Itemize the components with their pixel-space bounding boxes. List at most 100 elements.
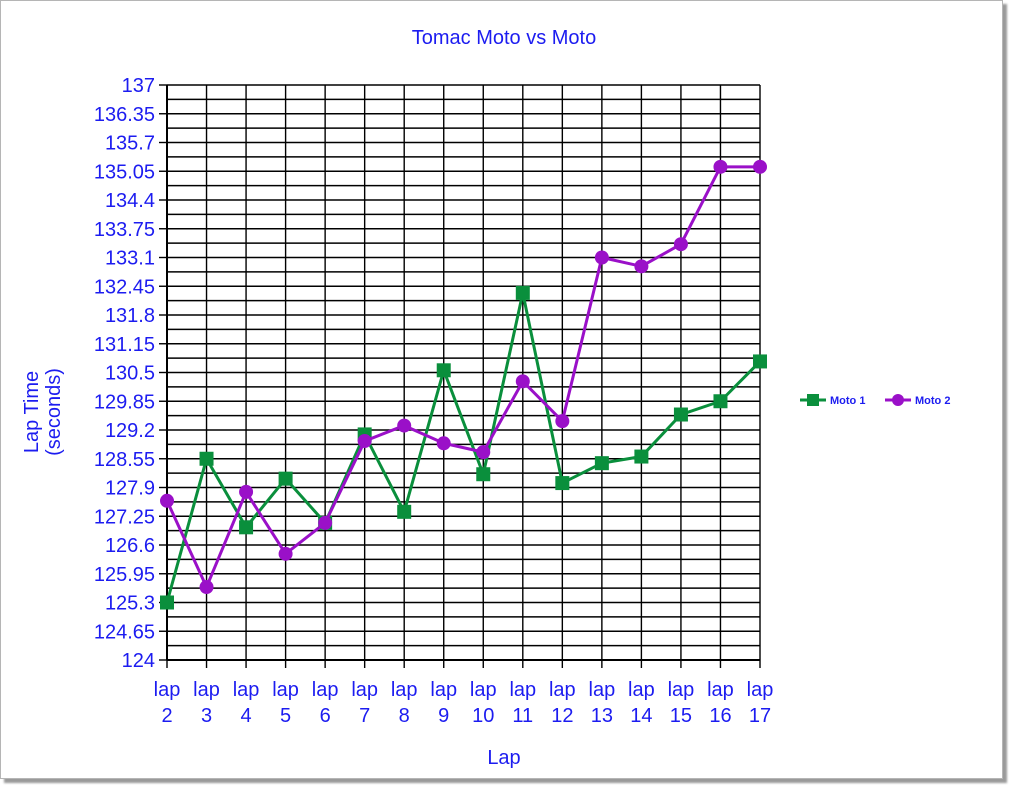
x-tick-label-line-1: lap [589, 679, 616, 701]
x-tick-label-line-1: lap [430, 679, 457, 701]
grid [166, 84, 761, 661]
y-tick-label: 133.75 [94, 219, 155, 241]
data-point-circle [476, 445, 491, 460]
data-point-square [555, 476, 570, 491]
y-tick-label: 127.25 [94, 506, 155, 528]
x-tick-label-line-2: 9 [438, 705, 449, 727]
y-tick-label: 136.35 [94, 104, 155, 126]
x-tick-label-line-2: 4 [241, 705, 252, 727]
data-point-circle [634, 259, 649, 274]
data-point-square [476, 467, 491, 482]
data-point-circle [278, 546, 293, 561]
y-tick-label: 124 [122, 650, 155, 672]
y-tick-label: 126.6 [105, 535, 155, 557]
data-point-square [634, 449, 649, 464]
legend-marker-square [807, 394, 819, 406]
data-point-circle [318, 515, 333, 530]
y-tick-label: 125.95 [94, 564, 155, 586]
legend-label: Moto 1 [830, 395, 865, 407]
data-point-circle [199, 580, 214, 595]
data-point-circle [357, 434, 372, 449]
x-tick-label-line-1: lap [470, 679, 497, 701]
x-tick-label-line-2: 6 [320, 705, 331, 727]
data-point-circle [397, 418, 412, 433]
y-axis-label: Lap Time (seconds) [21, 368, 65, 456]
x-tick-label-line-2: 14 [630, 705, 652, 727]
x-tick-label-line-2: 15 [670, 705, 692, 727]
y-tick-label: 133.1 [105, 248, 155, 270]
x-tick-label-line-1: lap [312, 679, 339, 701]
x-tick-label-line-1: lap [668, 679, 695, 701]
x-tick-label-line-1: lap [747, 679, 774, 701]
x-tick-label-line-2: 10 [472, 705, 494, 727]
data-point-circle [713, 159, 728, 174]
y-tick-label: 135.7 [105, 133, 155, 155]
legend: Moto 1 Moto 2 [800, 394, 950, 407]
series-layer [160, 159, 767, 610]
y-axis-label-line-2: (seconds) [43, 368, 65, 456]
data-point-circle [673, 237, 688, 252]
x-tick-label-line-1: lap [154, 679, 181, 701]
data-point-square [199, 451, 214, 466]
x-tick-label-line-1: lap [193, 679, 220, 701]
data-point-square [515, 285, 530, 300]
x-tick-label-line-1: lap [351, 679, 378, 701]
x-tick-label-line-2: 13 [591, 705, 613, 727]
x-tick-label-line-2: 2 [161, 705, 172, 727]
data-point-circle [594, 250, 609, 265]
y-tick-label: 129.85 [94, 391, 155, 413]
series-line [165, 291, 762, 603]
y-tick-label: 137 [122, 75, 155, 97]
x-tick-label-line-2: 5 [280, 705, 291, 727]
data-point-square [753, 354, 767, 369]
data-point-circle [515, 374, 530, 389]
data-point-square [713, 394, 728, 409]
y-tick-label: 130.5 [105, 363, 155, 385]
data-point-circle [753, 159, 767, 174]
y-axis-label-line-1: Lap Time [21, 371, 43, 453]
x-tick-label-line-1: lap [272, 679, 299, 701]
series-line [165, 165, 760, 589]
legend-label: Moto 2 [915, 395, 950, 407]
data-point-square [594, 456, 609, 471]
y-tick-label: 128.55 [94, 449, 155, 471]
data-point-square [239, 520, 254, 535]
y-tick-label: 132.45 [94, 276, 155, 298]
x-tick-label-line-1: lap [509, 679, 536, 701]
legend-item-1: Moto 1 [800, 394, 865, 407]
chart-title: Tomac Moto vs Moto [412, 27, 597, 49]
data-point-circle [436, 436, 451, 451]
data-point-square [436, 363, 451, 378]
y-tick-label: 124.65 [94, 621, 155, 643]
x-tick-label-line-2: 16 [709, 705, 731, 727]
data-point-circle [160, 493, 174, 508]
data-point-circle [239, 484, 254, 499]
y-tick-label: 135.05 [94, 161, 155, 183]
y-tick-label: 134.4 [105, 190, 155, 212]
x-tick-label-line-2: 3 [201, 705, 212, 727]
y-tick-label: 129.2 [105, 420, 155, 442]
x-tick-label-line-1: lap [549, 679, 576, 701]
data-point-square [673, 407, 688, 422]
legend-marker-circle [892, 394, 904, 406]
x-tick-label-line-1: lap [391, 679, 418, 701]
x-tick-label-line-1: lap [233, 679, 260, 701]
x-tick-label-line-2: 11 [512, 705, 533, 727]
y-tick-label: 125.3 [105, 593, 155, 615]
x-tick-label-line-2: 7 [359, 705, 370, 727]
y-axis-ticks: 124 124.65 125.3 125.95 126.6 127.25 127.9 128.… [94, 75, 167, 672]
data-point-circle [555, 414, 570, 429]
y-tick-label: 131.15 [94, 334, 155, 356]
data-point-square [397, 504, 412, 519]
data-point-square [278, 471, 293, 486]
legend-item-2: Moto 2 [885, 394, 950, 407]
x-axis-label: Lap [487, 747, 520, 769]
y-tick-label: 131.8 [105, 305, 155, 327]
x-tick-label-line-2: 12 [551, 705, 573, 727]
series-2 [160, 159, 767, 595]
x-tick-label-line-1: lap [707, 679, 734, 701]
x-tick-label-line-2: 17 [749, 705, 771, 727]
y-tick-label: 127.9 [105, 478, 155, 500]
x-tick-label-line-2: 8 [399, 705, 410, 727]
